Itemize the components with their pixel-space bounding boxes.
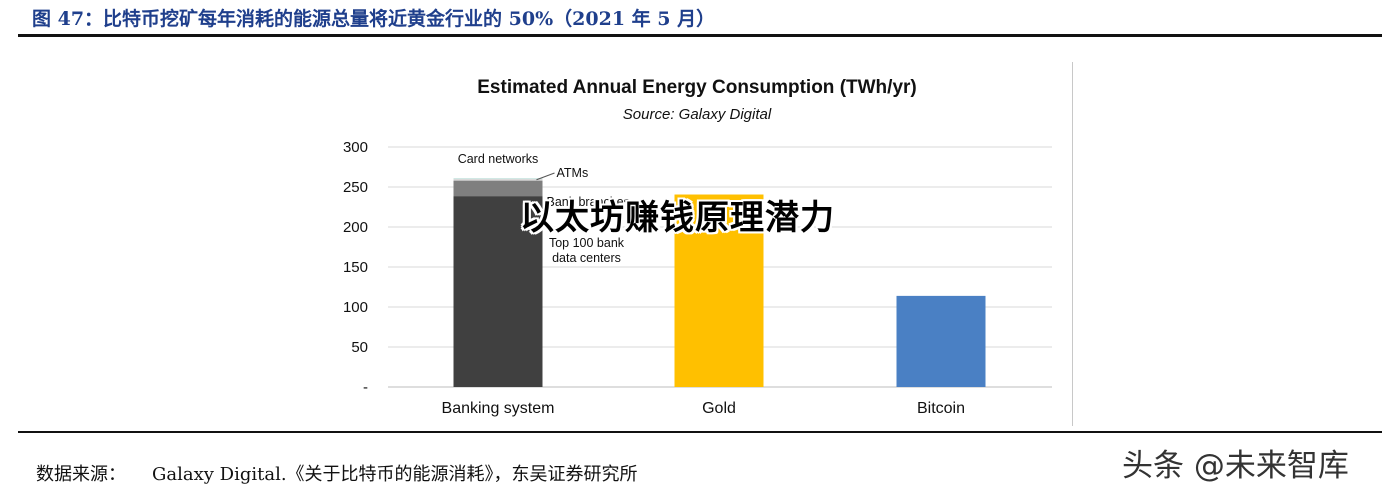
annotations: Card networks ATMs Bank branches Top 100 ba…: [458, 152, 630, 265]
y-tick-label: 150: [343, 259, 368, 276]
x-category-label: Banking system: [442, 400, 555, 417]
x-category-label: Bitcoin: [917, 400, 965, 417]
y-tick-label: 100: [343, 299, 368, 316]
source-line: 数据来源： Galaxy Digital.《关于比特币的能源消耗》，东吴证券研究所: [36, 460, 638, 486]
y-tick-label: -: [363, 379, 368, 396]
brand-watermark: 头条 @未来智库: [1122, 448, 1349, 484]
source-text: Galaxy Digital.《关于比特币的能源消耗》，东吴证券研究所: [152, 464, 638, 485]
top-rule: [18, 34, 1382, 37]
y-axis-ticks: - 50 100 150 200 250 300: [343, 139, 368, 396]
bar-segment: [453, 180, 543, 197]
chart-right-border: [1072, 62, 1073, 426]
y-tick-label: 50: [351, 339, 368, 356]
source-label: 数据来源：: [36, 464, 126, 485]
y-tick-label: 200: [343, 219, 368, 236]
annotation-label: Card networks: [458, 152, 539, 166]
y-tick-label: 250: [343, 179, 368, 196]
y-tick-label: 300: [343, 139, 368, 156]
x-category-label: Gold: [702, 400, 736, 417]
annotation-label: Bank branches: [547, 195, 630, 209]
annotation-label: data centers: [552, 251, 621, 265]
bars: [453, 178, 986, 387]
bar-segment: [674, 194, 764, 387]
chart-subtitle: Source: Galaxy Digital: [623, 106, 772, 123]
figure-caption: 图 47：比特币挖矿每年消耗的能源总量将近黄金行业的 50%（2021 年 5 …: [32, 8, 716, 30]
bar-segment: [453, 178, 543, 181]
chart-title: Estimated Annual Energy Consumption (TWh…: [477, 77, 916, 98]
annotation-leader: [536, 172, 555, 181]
annotation-label: Top 100 bank: [549, 236, 625, 250]
bar-segment: [453, 196, 543, 387]
bottom-rule: [18, 431, 1382, 433]
annotation-label: ATMs: [557, 166, 589, 180]
overlay-watermark-text: 以太坊赚钱原理潜力: [520, 198, 835, 238]
x-axis-categories: Banking system Gold Bitcoin: [442, 400, 965, 417]
bar-segment: [896, 295, 986, 387]
